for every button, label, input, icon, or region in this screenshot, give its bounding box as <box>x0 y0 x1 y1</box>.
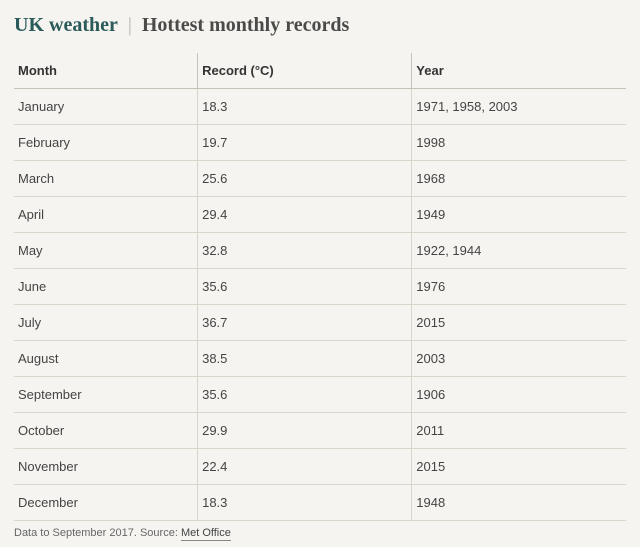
table-cell: 25.6 <box>198 161 412 197</box>
table-row: November22.42015 <box>14 449 626 485</box>
footer-text: Data to September 2017. Source: <box>14 527 181 539</box>
table-row: March25.61968 <box>14 161 626 197</box>
table-cell: May <box>14 233 198 269</box>
table-cell: 29.4 <box>198 197 412 233</box>
table-cell: October <box>14 413 198 449</box>
table-header-row: Month Record (°C) Year <box>14 53 626 89</box>
table-cell: 35.6 <box>198 269 412 305</box>
table-cell: 35.6 <box>198 377 412 413</box>
table-row: October29.92011 <box>14 413 626 449</box>
table-row: December18.31948 <box>14 485 626 521</box>
col-header-record: Record (°C) <box>198 53 412 89</box>
table-row: May32.81922, 1944 <box>14 233 626 269</box>
table-cell: 2003 <box>412 341 626 377</box>
title-row: UK weather | Hottest monthly records <box>14 14 626 37</box>
table-cell: December <box>14 485 198 521</box>
table-cell: August <box>14 341 198 377</box>
table-cell: 18.3 <box>198 89 412 125</box>
table-row: February19.71998 <box>14 125 626 161</box>
table-cell: 1922, 1944 <box>412 233 626 269</box>
table-cell: 1976 <box>412 269 626 305</box>
table-cell: 22.4 <box>198 449 412 485</box>
table-cell: April <box>14 197 198 233</box>
table-cell: 1949 <box>412 197 626 233</box>
table-row: January18.31971, 1958, 2003 <box>14 89 626 125</box>
table-cell: 2011 <box>412 413 626 449</box>
title-accent: UK weather <box>14 14 118 36</box>
col-header-month: Month <box>14 53 198 89</box>
table-cell: February <box>14 125 198 161</box>
col-header-year: Year <box>412 53 626 89</box>
table-cell: 1968 <box>412 161 626 197</box>
title-divider: | <box>128 14 132 36</box>
table-cell: January <box>14 89 198 125</box>
table-cell: 18.3 <box>198 485 412 521</box>
table-cell: 29.9 <box>198 413 412 449</box>
table-cell: 1948 <box>412 485 626 521</box>
table-cell: 19.7 <box>198 125 412 161</box>
table-row: September35.61906 <box>14 377 626 413</box>
records-table: Month Record (°C) Year January18.31971, … <box>14 53 626 521</box>
table-cell: 2015 <box>412 449 626 485</box>
title-main: Hottest monthly records <box>142 14 349 36</box>
table-cell: 1971, 1958, 2003 <box>412 89 626 125</box>
table-cell: 1906 <box>412 377 626 413</box>
table-cell: 38.5 <box>198 341 412 377</box>
table-cell: 1998 <box>412 125 626 161</box>
table-row: June35.61976 <box>14 269 626 305</box>
table-cell: July <box>14 305 198 341</box>
table-cell: 32.8 <box>198 233 412 269</box>
weather-records-widget: UK weather | Hottest monthly records Mon… <box>0 0 640 547</box>
footer-source-link[interactable]: Met Office <box>181 527 231 541</box>
table-row: July36.72015 <box>14 305 626 341</box>
table-cell: June <box>14 269 198 305</box>
table-cell: March <box>14 161 198 197</box>
table-row: August38.52003 <box>14 341 626 377</box>
table-cell: 36.7 <box>198 305 412 341</box>
table-cell: November <box>14 449 198 485</box>
table-cell: 2015 <box>412 305 626 341</box>
table-cell: September <box>14 377 198 413</box>
table-row: April29.41949 <box>14 197 626 233</box>
footer-note: Data to September 2017. Source: Met Offi… <box>14 527 626 539</box>
